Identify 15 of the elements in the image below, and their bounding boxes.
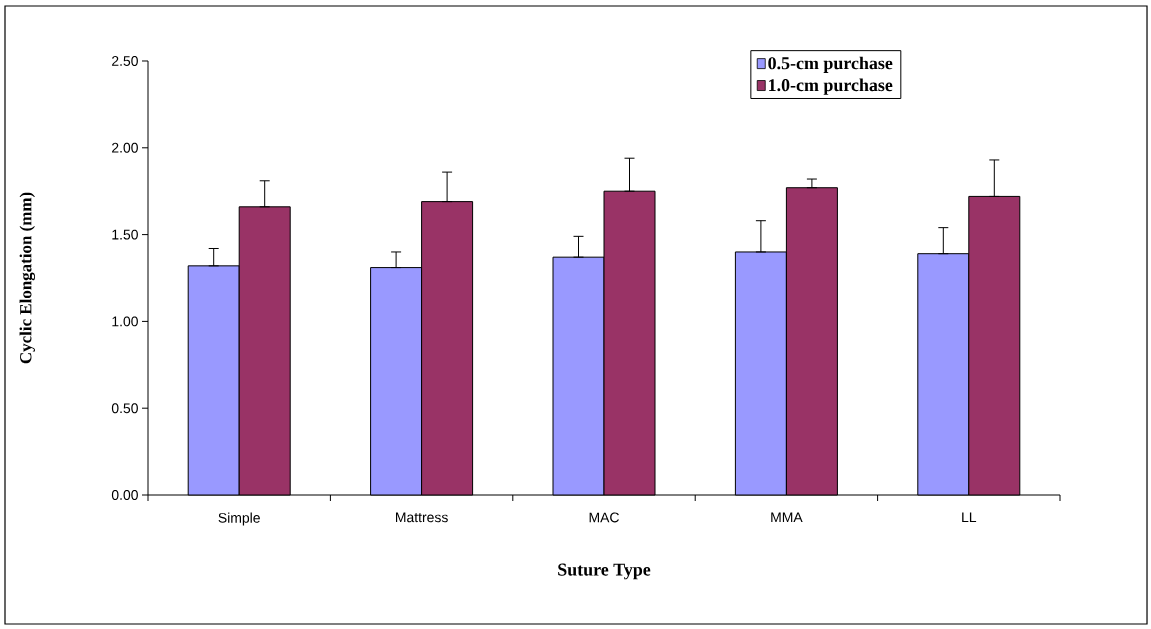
legend-label: 0.5-cm purchase [768,56,893,73]
x-tick-label: MMA [771,512,803,523]
x-tick-label: Simple [218,512,260,526]
y-tick-label: 1.00 [112,316,138,327]
legend-label: 1.0-cm purchase [769,78,893,95]
x-tick-label: LL [962,512,977,523]
y-tick-label: 0.50 [111,403,138,414]
y-tick-label: 2.50 [112,56,138,66]
y-tick-label: 2.00 [112,142,138,153]
x-axis-title: Suture Type [558,563,651,580]
x-tick-label: Mattress [396,512,448,523]
x-tick-label: MAC [589,512,619,523]
y-tick-label: 1.50 [112,229,138,240]
y-axis-title: Cyclic Elongation (mm) [19,192,36,364]
y-tick-label: 0.00 [111,490,138,500]
